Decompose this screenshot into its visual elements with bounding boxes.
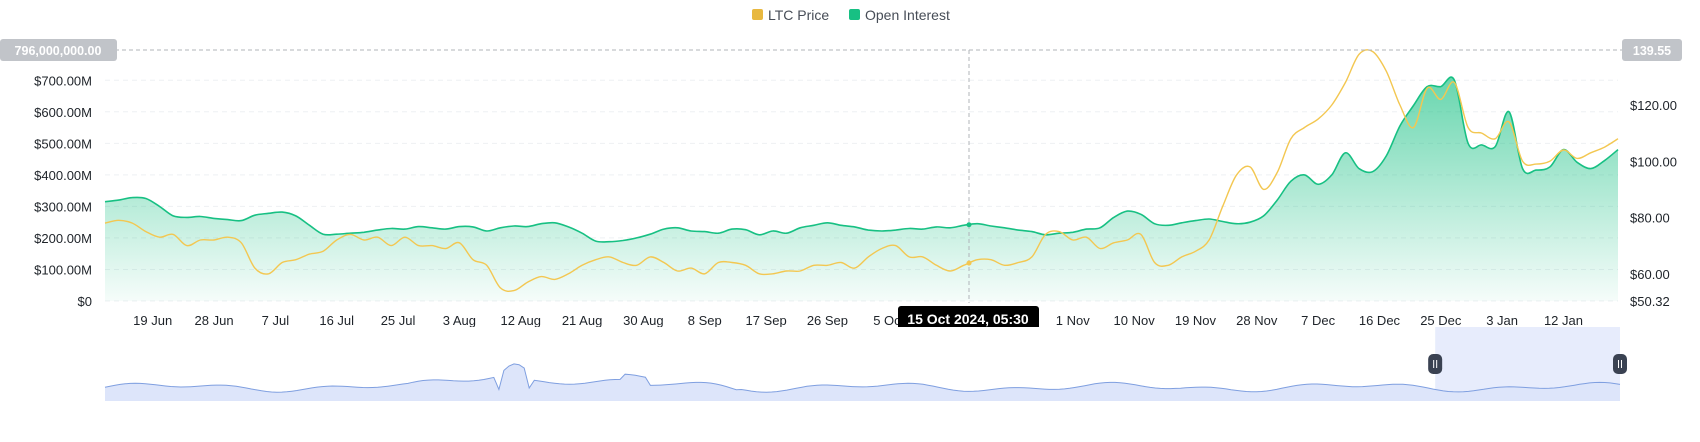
crosshair-point-open-interest xyxy=(966,222,972,228)
navigator-series-line xyxy=(104,363,1621,393)
x-tick-label: 25 Dec xyxy=(1420,313,1462,328)
y-right-tick-label: $120.00 xyxy=(1630,98,1677,113)
crosshair-right-value-badge xyxy=(1622,39,1682,61)
y-left-tick-label: $100.00M xyxy=(34,262,92,277)
y-right-tick-label: $50.32 xyxy=(1630,294,1670,309)
crosshair-point-ltc-price xyxy=(966,260,972,266)
x-tick-label: 3 Jan xyxy=(1486,313,1518,328)
x-tick-label: 19 Nov xyxy=(1175,313,1217,328)
crosshair-left-value-badge xyxy=(0,39,117,61)
x-tick-label: 12 Jan xyxy=(1544,313,1583,328)
crosshair: 796,000,000.00 139.55 15 Oct 2024, 05:30 xyxy=(0,39,1682,333)
x-tick-label: 19 Jun xyxy=(133,313,172,328)
series-area-open-interest xyxy=(105,77,1618,302)
crosshair-date-tooltip xyxy=(898,306,1039,333)
x-tick-label: 16 Jul xyxy=(319,313,354,328)
x-tick-label: 21 Aug xyxy=(562,313,603,328)
crosshair-right-value: 139.55 xyxy=(1633,44,1671,58)
legend-label-open-interest[interactable]: Open Interest xyxy=(865,7,950,23)
y-axis-right: $50.32 $60.00 $80.00 $100.00 $120.00 xyxy=(1630,98,1677,309)
navigator-handle-right[interactable] xyxy=(1613,354,1627,374)
legend: LTC Price Open Interest xyxy=(752,7,950,23)
series-line-open-interest xyxy=(104,76,1619,243)
x-tick-label: 7 Jul xyxy=(262,313,290,328)
x-tick-label: 10 Nov xyxy=(1114,313,1156,328)
x-tick-label: 28 Nov xyxy=(1236,313,1278,328)
series-line-ltc-price xyxy=(104,49,1619,292)
x-tick-label: 5 Oct xyxy=(873,313,904,328)
x-tick-label: 30 Aug xyxy=(623,313,664,328)
x-tick-label: 28 Jun xyxy=(195,313,234,328)
y-left-tick-label: $200.00M xyxy=(34,231,92,246)
x-tick-label: 8 Sep xyxy=(688,313,722,328)
legend-swatch-ltc-price xyxy=(752,9,763,20)
x-tick-label: 16 Dec xyxy=(1359,313,1401,328)
x-tick-label: 3 Aug xyxy=(443,313,476,328)
legend-label-ltc-price[interactable]: LTC Price xyxy=(768,7,829,23)
range-navigator[interactable] xyxy=(104,327,1627,401)
y-left-tick-label: $300.00M xyxy=(34,199,92,214)
x-tick-label: 1 Nov xyxy=(1056,313,1090,328)
y-axis-left: $0 $100.00M $200.00M $300.00M $400.00M $500.0… xyxy=(34,73,92,309)
x-tick-label: 17 Sep xyxy=(745,313,786,328)
x-tick-label: 7 Dec xyxy=(1301,313,1335,328)
y-left-tick-label: $500.00M xyxy=(34,136,92,151)
y-right-tick-label: $80.00 xyxy=(1630,211,1670,226)
x-tick-label: 25 Jul xyxy=(381,313,416,328)
y-left-tick-label: $400.00M xyxy=(34,168,92,183)
y-right-tick-label: $60.00 xyxy=(1630,267,1670,282)
y-left-tick-label: $700.00M xyxy=(34,73,92,88)
x-axis: 19 Jun 28 Jun 7 Jul 16 Jul 25 Jul 3 Aug 12 Aug… xyxy=(133,313,1583,328)
legend-swatch-open-interest xyxy=(849,9,860,20)
x-tick-label: 26 Sep xyxy=(807,313,848,328)
crosshair-date-label: 15 Oct 2024, 05:30 xyxy=(907,311,1029,327)
y-left-tick-label: $0 xyxy=(78,294,92,309)
crosshair-left-value: 796,000,000.00 xyxy=(15,44,102,58)
navigator-handle-left[interactable] xyxy=(1428,354,1443,374)
navigator-series-area xyxy=(105,363,1620,401)
y-left-tick-label: $600.00M xyxy=(34,105,92,120)
x-tick-label: 12 Aug xyxy=(500,313,541,328)
y-right-tick-label: $100.00 xyxy=(1630,154,1677,169)
